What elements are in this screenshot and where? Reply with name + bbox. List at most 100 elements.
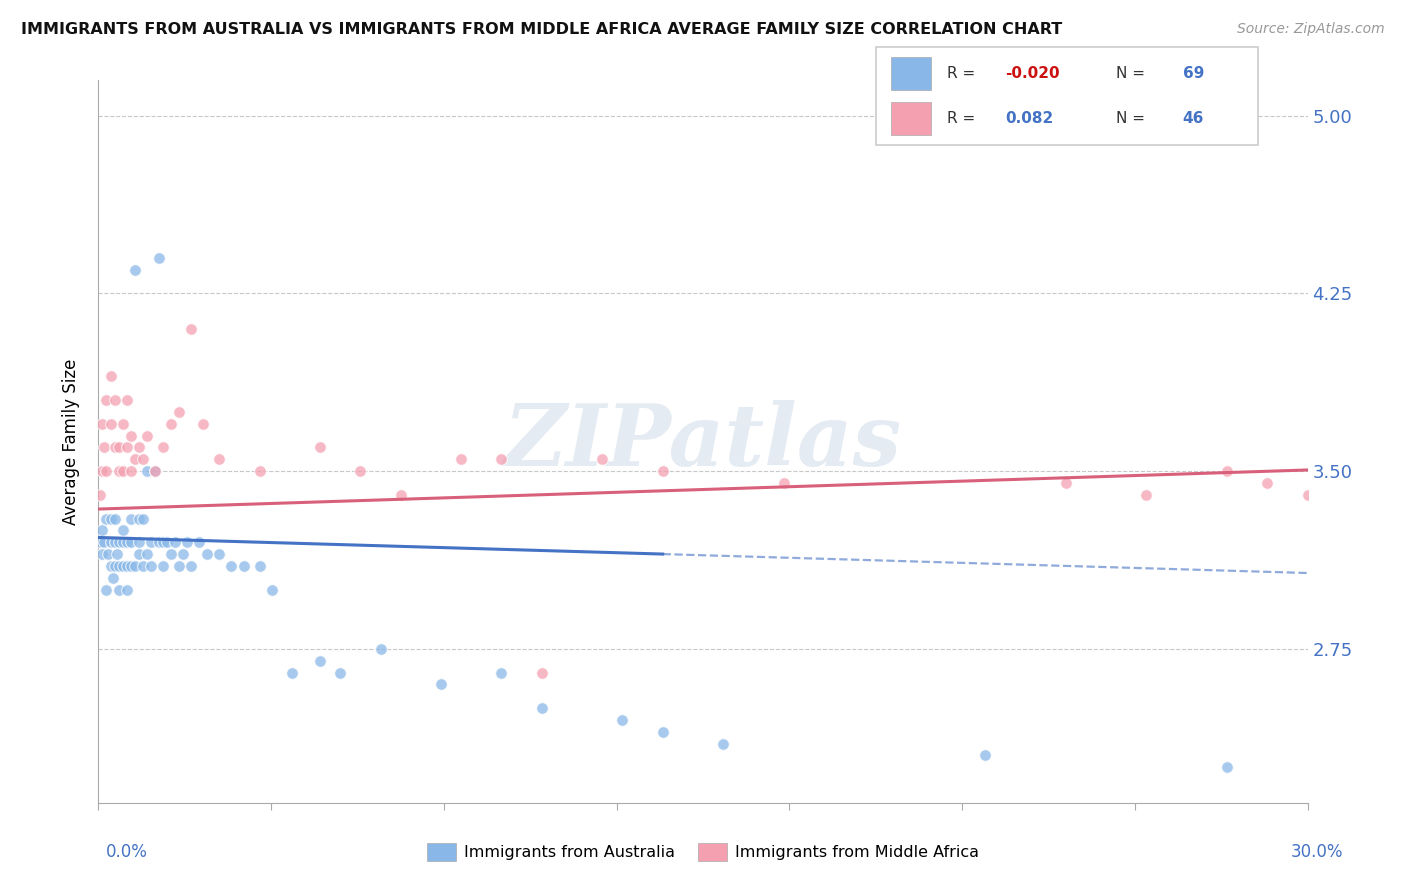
Text: N =: N = xyxy=(1116,111,1150,126)
Bar xyxy=(891,102,931,135)
Point xyxy=(160,547,183,561)
Point xyxy=(156,535,179,549)
Point xyxy=(143,464,166,478)
Point xyxy=(172,547,194,561)
Point xyxy=(107,441,129,455)
Point xyxy=(100,369,122,384)
Point xyxy=(124,558,146,573)
Point xyxy=(163,535,186,549)
Point xyxy=(180,322,202,336)
Point xyxy=(167,558,190,573)
Point xyxy=(139,558,162,573)
Point xyxy=(100,558,122,573)
Point xyxy=(111,417,134,431)
Point xyxy=(612,713,634,727)
Point xyxy=(103,441,125,455)
Point xyxy=(208,452,231,467)
Point xyxy=(100,535,122,549)
Point xyxy=(120,535,142,549)
Text: 46: 46 xyxy=(1182,111,1204,126)
Point xyxy=(91,524,114,538)
Point xyxy=(101,571,124,585)
Point xyxy=(111,535,134,549)
Point xyxy=(111,524,134,538)
Point xyxy=(107,558,129,573)
Point xyxy=(96,582,118,597)
Point xyxy=(115,582,138,597)
Text: N =: N = xyxy=(1116,66,1150,81)
Point xyxy=(105,547,128,561)
Point xyxy=(135,428,157,442)
Point xyxy=(103,393,125,408)
Point xyxy=(135,464,157,478)
Text: 69: 69 xyxy=(1182,66,1204,81)
Point xyxy=(530,701,553,715)
Point xyxy=(1216,464,1239,478)
Point xyxy=(120,511,142,525)
Text: IMMIGRANTS FROM AUSTRALIA VS IMMIGRANTS FROM MIDDLE AFRICA AVERAGE FAMILY SIZE C: IMMIGRANTS FROM AUSTRALIA VS IMMIGRANTS … xyxy=(21,22,1063,37)
Point xyxy=(195,547,218,561)
Point xyxy=(96,464,118,478)
Text: 0.0%: 0.0% xyxy=(105,843,148,861)
Point xyxy=(97,547,120,561)
FancyBboxPatch shape xyxy=(876,46,1257,145)
Point xyxy=(232,558,254,573)
Point xyxy=(139,535,162,549)
Point xyxy=(103,535,125,549)
Point xyxy=(111,464,134,478)
Point xyxy=(249,558,271,573)
Point xyxy=(132,452,155,467)
Text: R =: R = xyxy=(946,111,984,126)
Point xyxy=(152,441,174,455)
Point xyxy=(132,511,155,525)
Point xyxy=(91,417,114,431)
Point xyxy=(91,547,114,561)
Point xyxy=(1256,475,1278,490)
Point xyxy=(107,464,129,478)
Point xyxy=(107,582,129,597)
Point xyxy=(111,558,134,573)
Point xyxy=(281,665,304,680)
Point xyxy=(389,488,412,502)
Point xyxy=(152,558,174,573)
Point xyxy=(91,464,114,478)
Text: 0.082: 0.082 xyxy=(1005,111,1054,126)
Point xyxy=(89,488,111,502)
Point xyxy=(974,748,997,763)
Point xyxy=(148,535,170,549)
Point xyxy=(124,262,146,277)
Text: ZIPatlas: ZIPatlas xyxy=(503,400,903,483)
Point xyxy=(103,511,125,525)
Point xyxy=(491,665,513,680)
Point xyxy=(128,547,150,561)
Point xyxy=(180,558,202,573)
Point xyxy=(530,665,553,680)
Point xyxy=(176,535,198,549)
Point xyxy=(100,417,122,431)
Point xyxy=(135,547,157,561)
Point xyxy=(128,511,150,525)
Point xyxy=(120,464,142,478)
Y-axis label: Average Family Size: Average Family Size xyxy=(62,359,80,524)
Point xyxy=(120,558,142,573)
Text: R =: R = xyxy=(946,66,980,81)
Point xyxy=(167,405,190,419)
Point xyxy=(132,558,155,573)
Point xyxy=(188,535,211,549)
Point xyxy=(208,547,231,561)
Point xyxy=(450,452,472,467)
Text: -0.020: -0.020 xyxy=(1005,66,1060,81)
Point xyxy=(103,558,125,573)
Point xyxy=(115,441,138,455)
Point xyxy=(148,251,170,265)
Point xyxy=(152,535,174,549)
Point xyxy=(1135,488,1157,502)
Point xyxy=(1216,760,1239,774)
Point xyxy=(651,464,673,478)
Point xyxy=(107,535,129,549)
Point xyxy=(1337,475,1360,490)
Point xyxy=(1376,464,1399,478)
Point xyxy=(591,452,613,467)
Point xyxy=(96,393,118,408)
Point xyxy=(491,452,513,467)
